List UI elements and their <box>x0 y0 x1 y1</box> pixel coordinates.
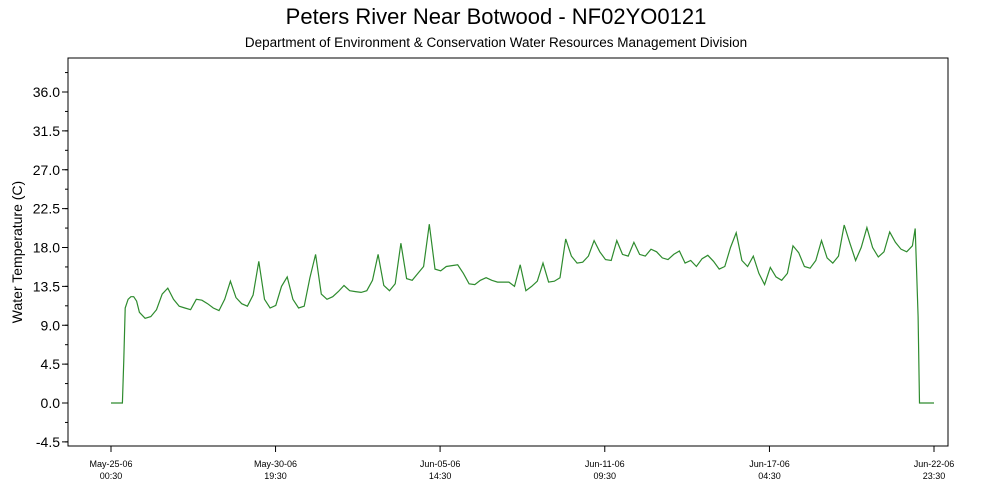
y-tick-label: 9.0 <box>41 317 61 333</box>
y-tick-label: -4.5 <box>36 434 60 450</box>
x-tick-date-label: Jun-11-06 <box>585 459 625 469</box>
y-tick-label: 18.0 <box>33 240 60 256</box>
y-tick-label: 4.5 <box>41 356 61 372</box>
chart-title: Peters River Near Botwood - NF02YO0121 <box>285 4 707 29</box>
y-tick-label: 13.5 <box>33 278 60 294</box>
x-tick-date-label: Jun-05-06 <box>420 459 461 469</box>
y-axis-label: Water Temperature (C) <box>9 181 25 323</box>
y-tick-label: 22.5 <box>33 201 60 217</box>
x-tick-date-label: May-30-06 <box>254 459 297 469</box>
x-tick-time-label: 09:30 <box>594 471 617 481</box>
x-tick-time-label: 23:30 <box>923 471 946 481</box>
x-tick-date-label: May-25-06 <box>89 459 132 469</box>
x-tick-time-label: 04:30 <box>758 471 781 481</box>
y-tick-label: 27.0 <box>33 162 60 178</box>
x-tick-time-label: 00:30 <box>100 471 123 481</box>
plot-area-frame <box>67 57 949 447</box>
x-tick-time-label: 14:30 <box>429 471 452 481</box>
y-tick-label: 0.0 <box>41 395 61 411</box>
x-tick-time-label: 19:30 <box>264 471 287 481</box>
x-axis-ticks: May-25-06 00:30 May-30-06 19:30 Jun-05-06 14:… <box>89 446 954 481</box>
chart-subtitle: Department of Environment & Conservation… <box>244 35 748 50</box>
y-tick-label: 31.5 <box>33 123 60 139</box>
y-tick-label: 36.0 <box>33 84 60 100</box>
x-tick-date-label: Jun-17-06 <box>749 459 790 469</box>
x-tick-date-label: Jun-22-06 <box>914 459 955 469</box>
y-axis-ticks: -4.5 0.0 4.5 9.0 13.5 18.0 22.5 27.0 31.5 36.0 <box>33 72 68 450</box>
water-temperature-line <box>111 224 934 404</box>
